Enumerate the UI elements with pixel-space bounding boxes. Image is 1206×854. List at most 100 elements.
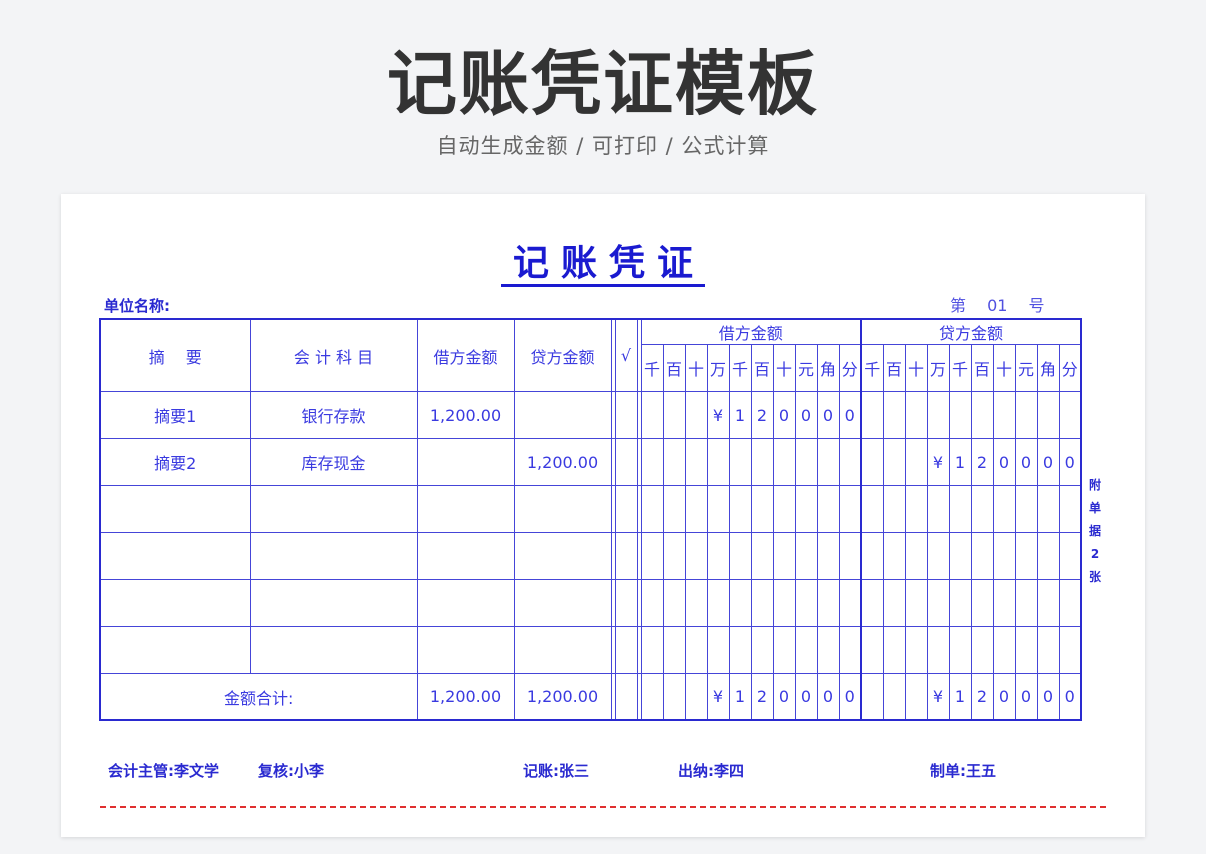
credit-cell (513, 579, 612, 627)
credit-digit (948, 579, 972, 627)
credit-digit (926, 579, 950, 627)
credit-digit (904, 485, 928, 533)
credit-digit (1058, 485, 1082, 533)
voucher-number: 第 01 号 (950, 296, 1045, 315)
debit-digit (640, 485, 664, 533)
credit-digit (1036, 532, 1060, 580)
check-cell (614, 485, 638, 533)
credit-digit: 0 (1036, 438, 1060, 486)
debit-digit: 0 (772, 391, 796, 439)
credit-digit (860, 391, 884, 439)
debit-digit (772, 626, 796, 674)
debit-digit (640, 532, 664, 580)
credit-digit (970, 391, 994, 439)
credit-digit (1058, 532, 1082, 580)
debit-digit (838, 579, 862, 627)
credit-digit (860, 579, 884, 627)
credit-digit (1014, 532, 1038, 580)
digit-unit: 元 (794, 344, 818, 392)
digit-unit: 万 (926, 344, 950, 392)
voucher-table: 摘 要会 计 科 目借方金额 贷方金额 √ 借方金额 贷方金额千百十万千百十元角分千百十… (99, 318, 1082, 721)
cut-line (100, 806, 1106, 808)
credit-digit (1058, 626, 1082, 674)
credit-digit (860, 532, 884, 580)
credit-digit (860, 673, 884, 721)
total-label: 金额合计: (99, 673, 418, 721)
debit-digit: ¥ (706, 673, 730, 721)
credit-cell (513, 532, 612, 580)
credit-digit (1014, 579, 1038, 627)
debit-digit (728, 438, 752, 486)
credit-digits-header: 贷方金额 (860, 318, 1082, 345)
credit-digit (882, 673, 906, 721)
credit-digit: 1 (948, 438, 972, 486)
credit-digit (992, 579, 1016, 627)
debit-digit (662, 579, 686, 627)
debit-digit (640, 438, 664, 486)
credit-digit (992, 485, 1016, 533)
debit-digits-header: 借方金额 (640, 318, 862, 345)
debit-digit (728, 485, 752, 533)
debit-cell (416, 626, 515, 674)
digit-unit: 分 (838, 344, 862, 392)
credit-digit (926, 391, 950, 439)
credit-digit: 2 (970, 438, 994, 486)
total-row: 金额合计: 1,200.00 1,200.00 ¥1 2 0 0 0 0 ¥1 2 0 0 0 0 (99, 673, 1082, 721)
debit-digit (684, 673, 708, 721)
debit-cell (416, 438, 515, 486)
debit-digit (772, 438, 796, 486)
credit-digit: 1 (948, 673, 972, 721)
credit-digit (860, 485, 884, 533)
digit-unit: 十 (684, 344, 708, 392)
credit-digit (970, 579, 994, 627)
credit-digit: ¥ (926, 438, 950, 486)
debit-digit (662, 391, 686, 439)
summary-cell (99, 579, 251, 627)
debit-digit (816, 579, 840, 627)
summary-cell (99, 485, 251, 533)
credit-digit (904, 626, 928, 674)
digit-unit: 万 (706, 344, 730, 392)
credit-digit: 0 (992, 438, 1016, 486)
credit-digit (882, 485, 906, 533)
debit-digit (794, 438, 818, 486)
unit-name-label: 单位名称: (104, 297, 170, 315)
debit-digit (706, 438, 730, 486)
debit-digit (662, 438, 686, 486)
summary-cell: 摘要1 (99, 391, 251, 439)
page-title: 记账凭证模板 (387, 43, 819, 125)
debit-cell: 1,200.00 (416, 391, 515, 439)
debit-digit (816, 438, 840, 486)
credit-digit (1036, 579, 1060, 627)
debit-digit (772, 532, 796, 580)
digit-unit: 十 (772, 344, 796, 392)
debit-digit (816, 532, 840, 580)
credit-digit (926, 485, 950, 533)
credit-digit (948, 485, 972, 533)
check-cell (614, 532, 638, 580)
account-cell: 库存现金 (249, 438, 418, 486)
debit-digit: ¥ (706, 391, 730, 439)
debit-digit (772, 579, 796, 627)
credit-digit: 0 (992, 673, 1016, 721)
debit-digit: 0 (772, 673, 796, 721)
debit-digit (750, 626, 774, 674)
account-cell (249, 626, 418, 674)
debit-digit (794, 579, 818, 627)
credit-digit (904, 391, 928, 439)
check-cell (614, 626, 638, 674)
reviewer-signature: 复核:小李 (258, 762, 324, 780)
credit-digit: 0 (1058, 673, 1082, 721)
debit-digit (728, 579, 752, 627)
debit-digit: 2 (750, 391, 774, 439)
debit-digit (706, 485, 730, 533)
bookkeeper-signature: 记账:张三 (523, 762, 589, 780)
check-cell (614, 391, 638, 439)
credit-header: 贷方金额 (513, 318, 612, 392)
debit-digit (684, 485, 708, 533)
digit-unit: 千 (640, 344, 664, 392)
debit-digit (706, 532, 730, 580)
debit-digit: 0 (838, 673, 862, 721)
debit-digit (640, 673, 664, 721)
debit-digit (684, 438, 708, 486)
